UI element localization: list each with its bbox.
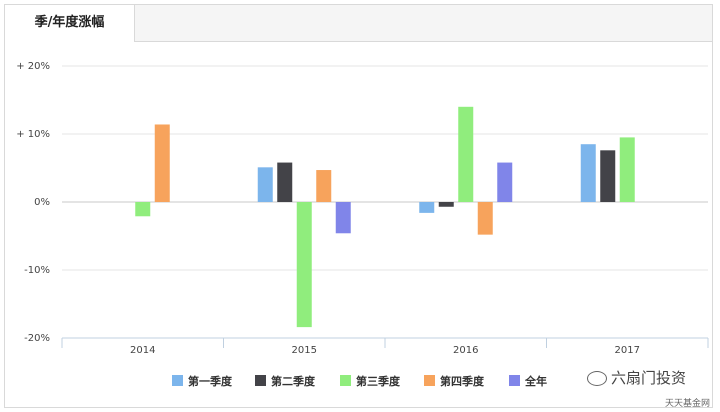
bar [600, 150, 616, 202]
bar [497, 162, 513, 202]
bar [419, 202, 435, 213]
legend-swatch [172, 375, 183, 386]
bar [580, 144, 596, 202]
bar [296, 202, 312, 328]
chart-panel: 季/年度涨幅 [4, 4, 713, 408]
watermark-subtext: 天天基金网 [664, 399, 710, 409]
legend-label: 第四季度 [440, 374, 485, 388]
bar [257, 167, 273, 202]
bar [316, 170, 332, 202]
legend-label: 全年 [524, 374, 547, 388]
legend-label: 第一季度 [188, 374, 233, 388]
watermark: 六扇门投资 [586, 367, 686, 388]
x-tick-label: 2015 [292, 345, 317, 356]
x-tick-label: 2017 [615, 345, 640, 356]
bar [619, 137, 635, 202]
bar [135, 202, 151, 217]
y-tick-label: + 20% [16, 61, 50, 72]
legend-swatch [509, 375, 520, 386]
bar [438, 202, 454, 207]
legend-label: 第三季度 [356, 374, 401, 388]
bar [277, 162, 293, 202]
y-tick-label: -20% [24, 333, 50, 344]
bar [477, 202, 493, 235]
legend-swatch [255, 375, 266, 386]
legend-swatch [340, 375, 351, 386]
legend-label: 第二季度 [271, 374, 316, 388]
tab-quarterly-annual-change[interactable]: 季/年度涨幅 [5, 5, 135, 42]
y-tick-label: 0% [34, 197, 50, 208]
x-tick-label: 2014 [130, 345, 155, 356]
x-tick-label: 2016 [453, 345, 478, 356]
legend-swatch [424, 375, 435, 386]
bar [335, 202, 351, 234]
bar [458, 106, 474, 202]
y-tick-label: + 10% [16, 129, 50, 140]
wechat-icon [586, 371, 607, 386]
watermark-text: 六扇门投资 [610, 369, 686, 387]
tab-bar: 季/年度涨幅 [5, 5, 712, 42]
bar [154, 124, 170, 202]
y-tick-label: -10% [24, 265, 50, 276]
